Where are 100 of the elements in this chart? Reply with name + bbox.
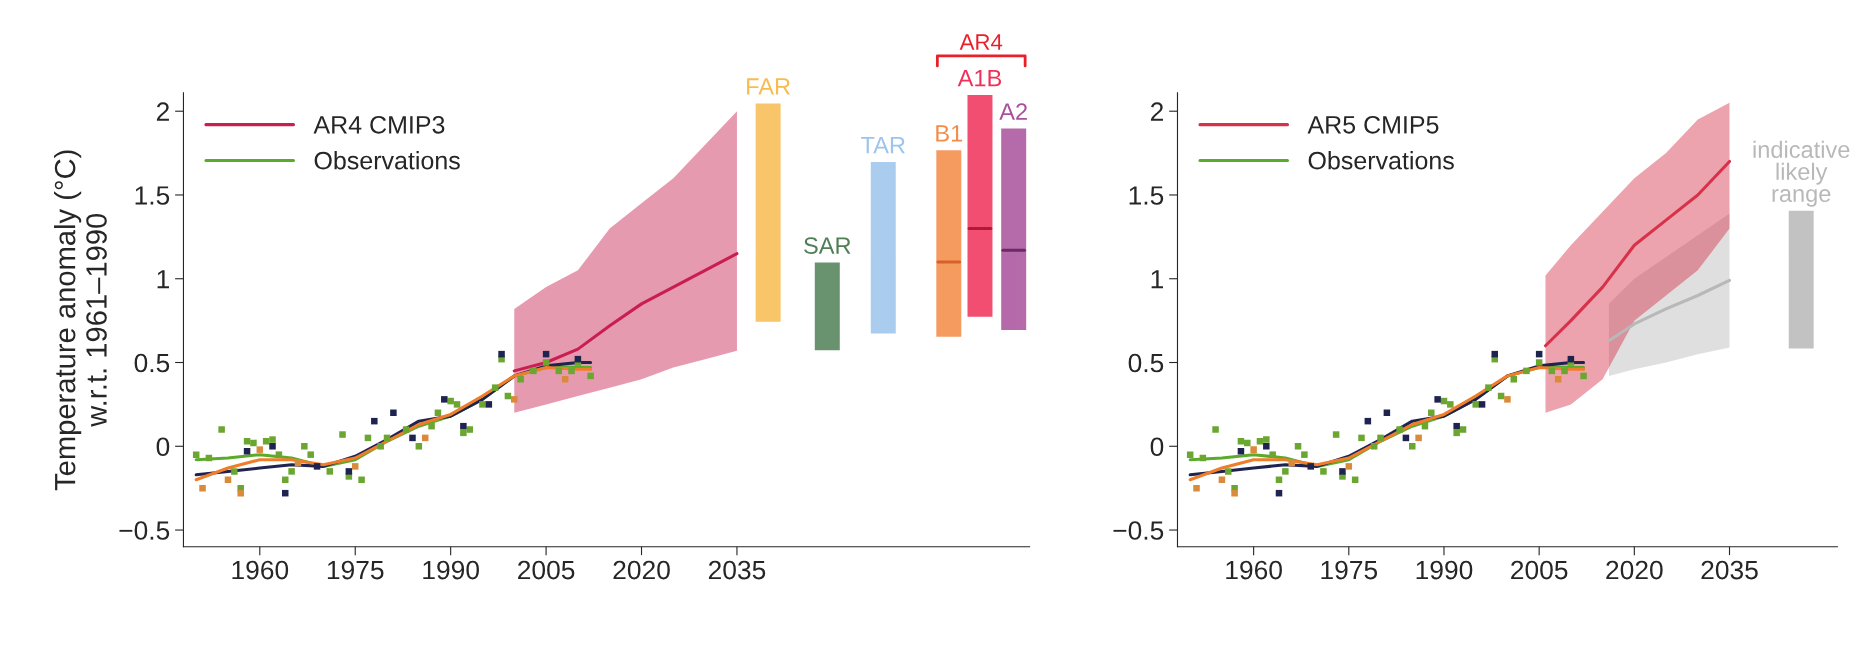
- bar: [870, 162, 896, 334]
- bar: [1001, 128, 1027, 331]
- x-tick-label: 2005: [518, 560, 575, 580]
- point: [1510, 376, 1518, 383]
- point: [460, 422, 467, 430]
- legend-label: Observations: [314, 151, 460, 170]
- point: [1491, 350, 1498, 358]
- point: [1288, 459, 1295, 467]
- line-series: [1543, 159, 1732, 348]
- point: [377, 443, 384, 450]
- point: [199, 484, 206, 492]
- series-label: FAR: [747, 78, 790, 95]
- point: [313, 463, 321, 470]
- point: [498, 350, 505, 358]
- point: [275, 451, 283, 458]
- point: [1554, 376, 1562, 383]
- series-label: TAR: [861, 136, 905, 154]
- bar: [936, 150, 962, 337]
- point: [460, 429, 467, 437]
- y-axis-title: Temperature anomaly (°C) w.r.t. 1961–1990: [54, 150, 107, 491]
- bar: [967, 95, 993, 317]
- point: [339, 431, 346, 438]
- y-tick-label: 0.5: [134, 353, 170, 373]
- point: [218, 426, 225, 433]
- point: [1339, 468, 1346, 475]
- point: [1263, 443, 1270, 450]
- series-label: B1: [936, 125, 963, 142]
- point: [1358, 434, 1365, 442]
- point: [1370, 443, 1378, 450]
- point: [409, 434, 416, 442]
- point: [1453, 429, 1460, 437]
- point: [1294, 443, 1302, 450]
- y-tick-label: 0: [156, 437, 170, 457]
- point: [530, 367, 537, 375]
- y-tick-label: 1: [157, 270, 169, 289]
- point: [262, 437, 270, 445]
- point: [1250, 446, 1257, 453]
- point: [1212, 426, 1219, 433]
- y-tick-label: 2: [156, 102, 169, 121]
- point: [1256, 437, 1264, 445]
- point: [256, 446, 264, 453]
- point: [281, 476, 289, 484]
- point: [453, 401, 461, 408]
- point: [1580, 372, 1587, 380]
- point: [237, 489, 244, 497]
- series-label: A1B: [957, 69, 1002, 87]
- point: [1396, 426, 1403, 433]
- point: [1447, 401, 1454, 408]
- point: [1472, 401, 1479, 408]
- point: [1504, 396, 1511, 403]
- point: [243, 448, 251, 455]
- x-tick-label: 2005: [1511, 560, 1568, 580]
- x-tick-label: 2020: [613, 560, 670, 580]
- point: [568, 367, 575, 375]
- point: [1535, 359, 1543, 366]
- y-tick-label: 1.5: [135, 186, 170, 205]
- y-tick-label: 0.5: [1128, 353, 1164, 373]
- y-tick-label: 1: [1151, 270, 1164, 289]
- point: [1561, 367, 1568, 375]
- series-label: A2: [999, 103, 1027, 120]
- legend-label: AR4 CMIP3: [313, 115, 445, 134]
- point: [1231, 489, 1238, 497]
- point: [358, 476, 365, 484]
- point: [281, 489, 289, 497]
- line-series: [1607, 278, 1732, 343]
- bar: [755, 103, 781, 322]
- point: [269, 443, 276, 450]
- point: [326, 468, 334, 475]
- point: [1224, 468, 1232, 475]
- text: AR4: [959, 34, 1003, 50]
- point: [1237, 437, 1245, 445]
- point: [1478, 401, 1486, 408]
- point: [561, 376, 569, 383]
- point: [1408, 443, 1416, 450]
- point: [288, 468, 295, 475]
- point: [1377, 434, 1384, 442]
- y-tick-label: 2: [1150, 102, 1163, 121]
- point: [1263, 436, 1270, 443]
- y-tick-label: 0: [1150, 437, 1164, 457]
- point: [1453, 422, 1460, 430]
- point: [243, 437, 251, 445]
- x-tick-label: 1990: [423, 560, 479, 580]
- point: [1237, 448, 1245, 455]
- point: [1193, 484, 1200, 492]
- point: [301, 443, 308, 450]
- point: [390, 409, 397, 417]
- point: [402, 426, 410, 433]
- x-tick-label: 2020: [1606, 560, 1663, 580]
- point: [1301, 451, 1308, 458]
- point: [1523, 367, 1530, 375]
- point: [371, 417, 378, 425]
- x-tick-label: 1975: [1321, 560, 1378, 580]
- point: [1186, 451, 1194, 458]
- point: [511, 396, 518, 403]
- point: [1428, 409, 1435, 417]
- point: [1282, 468, 1289, 475]
- point: [1415, 434, 1422, 442]
- point: [517, 376, 524, 383]
- x-tick-label: 1960: [232, 560, 289, 580]
- x-tick-label: 2035: [1701, 560, 1758, 580]
